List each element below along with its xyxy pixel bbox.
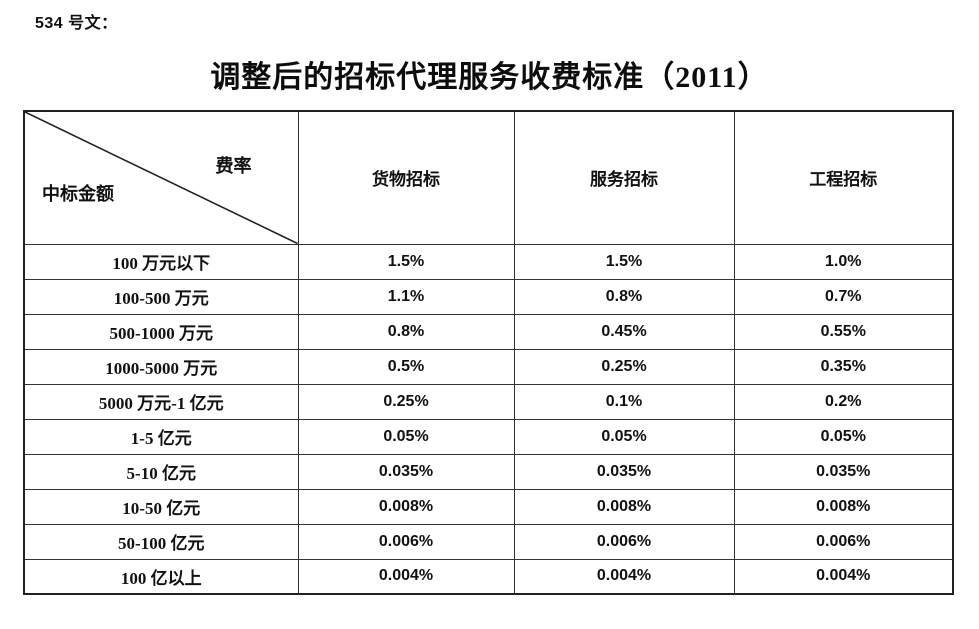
table-row: 5000 万元-1 亿元 0.25% 0.1% 0.2%	[23, 383, 954, 420]
row-label: 5000 万元-1 亿元	[23, 383, 299, 420]
rate-value: 0.25%	[297, 383, 515, 420]
column-header-engineering: 工程招标	[733, 110, 954, 245]
table-row: 5-10 亿元 0.035% 0.035% 0.035%	[23, 453, 954, 490]
rate-value: 0.5%	[297, 348, 515, 385]
rate-value: 0.004%	[297, 558, 515, 595]
rate-value: 0.35%	[733, 348, 954, 385]
rate-value: 0.05%	[513, 418, 735, 455]
corner-label-amount: 中标金额	[42, 183, 114, 204]
diagonal-corner-cell: 费率 中标金额	[23, 110, 299, 245]
row-label: 1-5 亿元	[23, 418, 299, 455]
rate-value: 0.008%	[513, 488, 735, 525]
rate-value: 0.7%	[733, 278, 954, 315]
page-title: 调整后的招标代理服务收费标准（2011）	[210, 61, 769, 94]
rate-value: 0.035%	[733, 453, 954, 490]
rate-value: 0.8%	[297, 313, 515, 350]
column-header-goods: 货物招标	[297, 110, 515, 245]
table-row: 1000-5000 万元 0.5% 0.25% 0.35%	[23, 348, 954, 385]
rate-value: 0.05%	[297, 418, 515, 455]
rate-value: 0.035%	[513, 453, 735, 490]
rate-value: 0.2%	[733, 383, 954, 420]
table-row: 10-50 亿元 0.008% 0.008% 0.008%	[23, 488, 954, 525]
rate-value: 0.8%	[513, 278, 735, 315]
rate-value: 0.035%	[297, 453, 515, 490]
row-label: 10-50 亿元	[23, 488, 299, 525]
rate-value: 1.0%	[733, 243, 954, 280]
rate-value: 0.006%	[297, 523, 515, 560]
table-row: 100 亿以上 0.004% 0.004% 0.004%	[23, 558, 954, 595]
rate-value: 0.55%	[733, 313, 954, 350]
rate-value: 0.008%	[733, 488, 954, 525]
rate-value: 0.004%	[733, 558, 954, 595]
diagonal-line	[25, 112, 298, 244]
row-label: 50-100 亿元	[23, 523, 299, 560]
corner-label-rate: 费率	[215, 156, 252, 176]
doc-number-label: 534 号文：	[35, 15, 118, 32]
rate-value: 1.1%	[297, 278, 515, 315]
rate-value: 0.008%	[297, 488, 515, 525]
row-label: 100 万元以下	[23, 243, 299, 280]
row-label: 5-10 亿元	[23, 453, 299, 490]
rate-value: 0.004%	[513, 558, 735, 595]
rate-value: 0.45%	[513, 313, 735, 350]
rate-value: 0.1%	[513, 383, 735, 420]
fee-rate-table: 费率 中标金额 货物招标 服务招标 工程招标 100 万元以下 1.5% 1.5…	[23, 110, 954, 595]
column-header-services: 服务招标	[513, 110, 735, 245]
row-label: 100-500 万元	[23, 278, 299, 315]
rate-value: 0.006%	[733, 523, 954, 560]
row-label: 500-1000 万元	[23, 313, 299, 350]
rate-value: 0.05%	[733, 418, 954, 455]
header-row: 费率 中标金额 货物招标 服务招标 工程招标	[23, 110, 954, 245]
table-row: 100 万元以下 1.5% 1.5% 1.0%	[23, 243, 954, 280]
table-row: 100-500 万元 1.1% 0.8% 0.7%	[23, 278, 954, 315]
rate-value: 1.5%	[513, 243, 735, 280]
table-row: 500-1000 万元 0.8% 0.45% 0.55%	[23, 313, 954, 350]
table-row: 50-100 亿元 0.006% 0.006% 0.006%	[23, 523, 954, 560]
table-row: 1-5 亿元 0.05% 0.05% 0.05%	[23, 418, 954, 455]
rate-value: 0.006%	[513, 523, 735, 560]
rate-value: 0.25%	[513, 348, 735, 385]
rate-value: 1.5%	[297, 243, 515, 280]
row-label: 1000-5000 万元	[23, 348, 299, 385]
row-label: 100 亿以上	[23, 558, 299, 595]
